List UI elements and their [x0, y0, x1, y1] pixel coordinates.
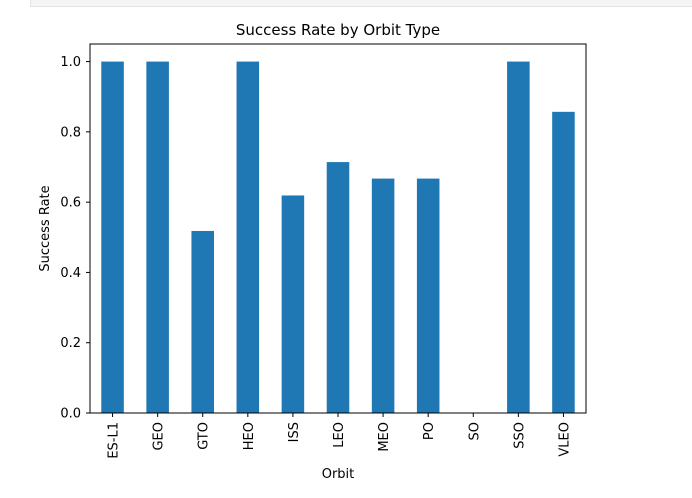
bar-po: [416, 178, 440, 413]
x-tick-label: PO: [422, 422, 437, 440]
y-axis-label: Success Rate: [38, 185, 53, 271]
bar-geo: [146, 61, 169, 413]
y-tick-label: 0.4: [60, 266, 81, 281]
x-tick-label: ISS: [287, 422, 302, 442]
bars-group: [101, 61, 575, 413]
x-axis-label: Orbit: [322, 467, 355, 482]
bar-es-l1: [101, 61, 124, 413]
y-tick-label: 0.2: [60, 336, 81, 351]
chart-title: Success Rate by Orbit Type: [236, 21, 440, 39]
y-tick-label: 0.8: [60, 125, 81, 140]
x-tick-label: GTO: [197, 422, 212, 450]
bar-sso: [507, 61, 530, 413]
x-tick-label: LEO: [332, 422, 347, 448]
y-tick-label: 0.6: [60, 196, 81, 211]
x-tick-label: VLEO: [557, 422, 572, 457]
bar-iss: [281, 195, 305, 413]
x-tick-label: HEO: [242, 422, 257, 450]
x-axis-ticks: ES-L1 GEO GTO HEO ISS LEO MEO PO SO SSO VLEO: [107, 413, 572, 459]
bar-vleo: [552, 111, 575, 413]
plot-area-frame: [89, 43, 587, 414]
notebook-output-strip: [30, 0, 692, 7]
x-tick-label: GEO: [152, 422, 167, 451]
y-tick-label: 1.0: [60, 55, 81, 70]
bar-heo: [236, 61, 260, 413]
x-tick-label: ES-L1: [107, 422, 122, 459]
y-axis-ticks: 0.0 0.2 0.4 0.6 0.8 1.0: [60, 55, 90, 422]
y-tick-label: 0.0: [60, 407, 81, 422]
x-tick-label: SO: [467, 422, 482, 440]
bar-leo: [326, 162, 350, 413]
x-tick-label: SSO: [512, 422, 527, 449]
bar-gto: [191, 230, 214, 413]
bar-meo: [371, 178, 395, 413]
x-tick-label: MEO: [377, 422, 392, 452]
